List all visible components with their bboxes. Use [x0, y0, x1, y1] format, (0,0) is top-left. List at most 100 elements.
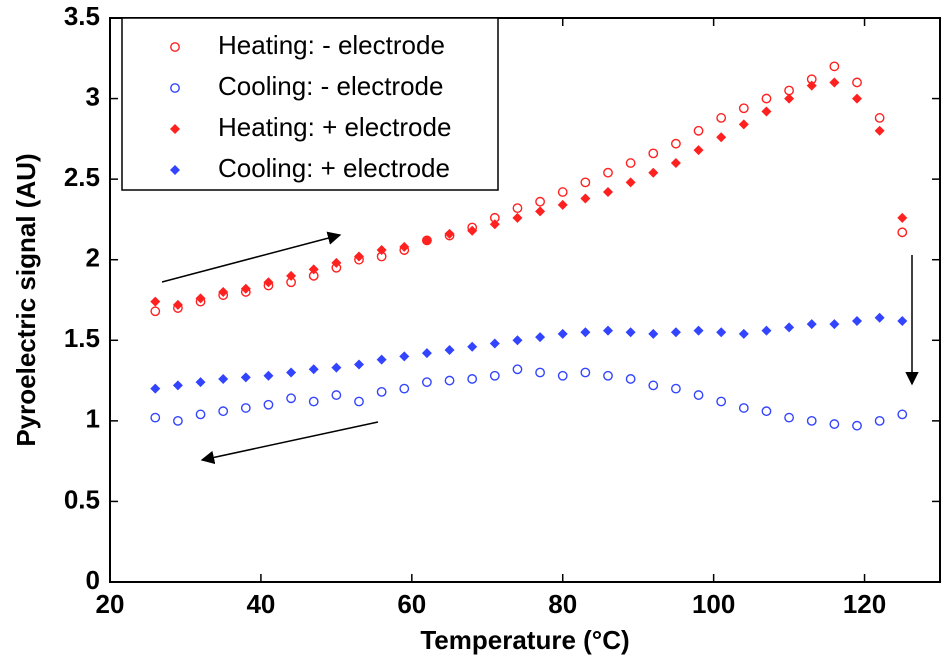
legend-label: Cooling: - electrode: [218, 71, 443, 101]
point: [421, 235, 432, 246]
point: [308, 396, 319, 407]
point: [852, 420, 862, 431]
point: [670, 158, 681, 169]
point: [738, 119, 749, 130]
point: [648, 380, 659, 391]
point: [784, 85, 794, 96]
y-tick-label: 2.5: [64, 162, 100, 192]
y-tick-label: 1: [86, 404, 100, 434]
point: [852, 315, 862, 326]
point: [512, 203, 523, 214]
x-tick-label: 60: [397, 589, 426, 619]
point: [829, 61, 840, 72]
point: [399, 383, 410, 394]
point: [671, 138, 681, 149]
point: [240, 372, 251, 383]
point: [173, 415, 183, 426]
point: [308, 264, 319, 275]
point: [693, 145, 704, 156]
point: [580, 367, 591, 378]
point: [852, 93, 862, 104]
point: [761, 106, 772, 117]
point: [172, 380, 183, 391]
point: [671, 383, 681, 394]
point: [444, 228, 455, 239]
point: [218, 406, 229, 417]
point: [625, 374, 636, 384]
point: [150, 296, 161, 307]
point: [874, 125, 885, 136]
point: [670, 327, 681, 338]
point: [263, 399, 274, 410]
point: [376, 354, 387, 365]
point: [716, 113, 727, 123]
x-tick-label: 40: [246, 589, 275, 619]
point: [716, 396, 727, 407]
point: [806, 415, 817, 426]
point: [761, 406, 772, 417]
point: [852, 77, 862, 88]
point: [172, 299, 183, 310]
point: [150, 306, 161, 317]
point: [716, 132, 727, 143]
point: [376, 386, 387, 397]
point: [738, 103, 749, 114]
point: [603, 325, 613, 336]
point: [467, 341, 478, 352]
point: [693, 390, 704, 400]
point: [648, 328, 659, 339]
point: [286, 393, 296, 404]
point: [150, 383, 161, 394]
point: [738, 328, 749, 339]
point: [331, 362, 342, 373]
point: [195, 377, 206, 388]
point: [603, 167, 613, 178]
x-tick-label: 80: [548, 589, 577, 619]
point: [897, 315, 908, 326]
point: [535, 206, 546, 217]
y-tick-label: 3.5: [64, 1, 100, 31]
point: [897, 409, 908, 420]
point: [308, 364, 319, 375]
point: [806, 80, 817, 91]
point: [218, 286, 229, 297]
legend-label: Cooling: + electrode: [218, 153, 450, 183]
point: [557, 370, 568, 381]
point: [580, 177, 591, 188]
point: [240, 283, 251, 294]
point: [603, 370, 613, 381]
y-tick-label: 0: [86, 565, 100, 595]
point: [625, 327, 636, 338]
legend-label: Heating: - electrode: [218, 30, 445, 60]
point: [557, 199, 568, 210]
point: [693, 125, 704, 136]
point: [874, 113, 885, 123]
point: [648, 148, 659, 159]
point: [150, 412, 161, 423]
point: [376, 245, 387, 256]
x-tick-label: 100: [692, 589, 735, 619]
point: [286, 270, 297, 281]
legend-marker: [170, 124, 180, 134]
point: [557, 187, 568, 197]
point: [399, 241, 410, 252]
point: [535, 196, 545, 207]
point: [580, 193, 591, 204]
point: [489, 219, 500, 230]
point: [625, 177, 636, 188]
legend-box: [121, 17, 499, 191]
point: [648, 167, 659, 178]
point: [331, 257, 342, 268]
point: [444, 344, 455, 355]
arrow: [200, 421, 379, 465]
point: [716, 327, 727, 338]
y-axis-label: Pyroelectric signal (AU): [11, 153, 41, 446]
point: [693, 325, 704, 336]
point: [784, 412, 794, 423]
point: [784, 322, 795, 333]
point: [422, 377, 432, 388]
arrow: [161, 231, 342, 283]
point: [467, 374, 478, 384]
plot-frame: [109, 17, 941, 583]
point: [263, 370, 274, 381]
